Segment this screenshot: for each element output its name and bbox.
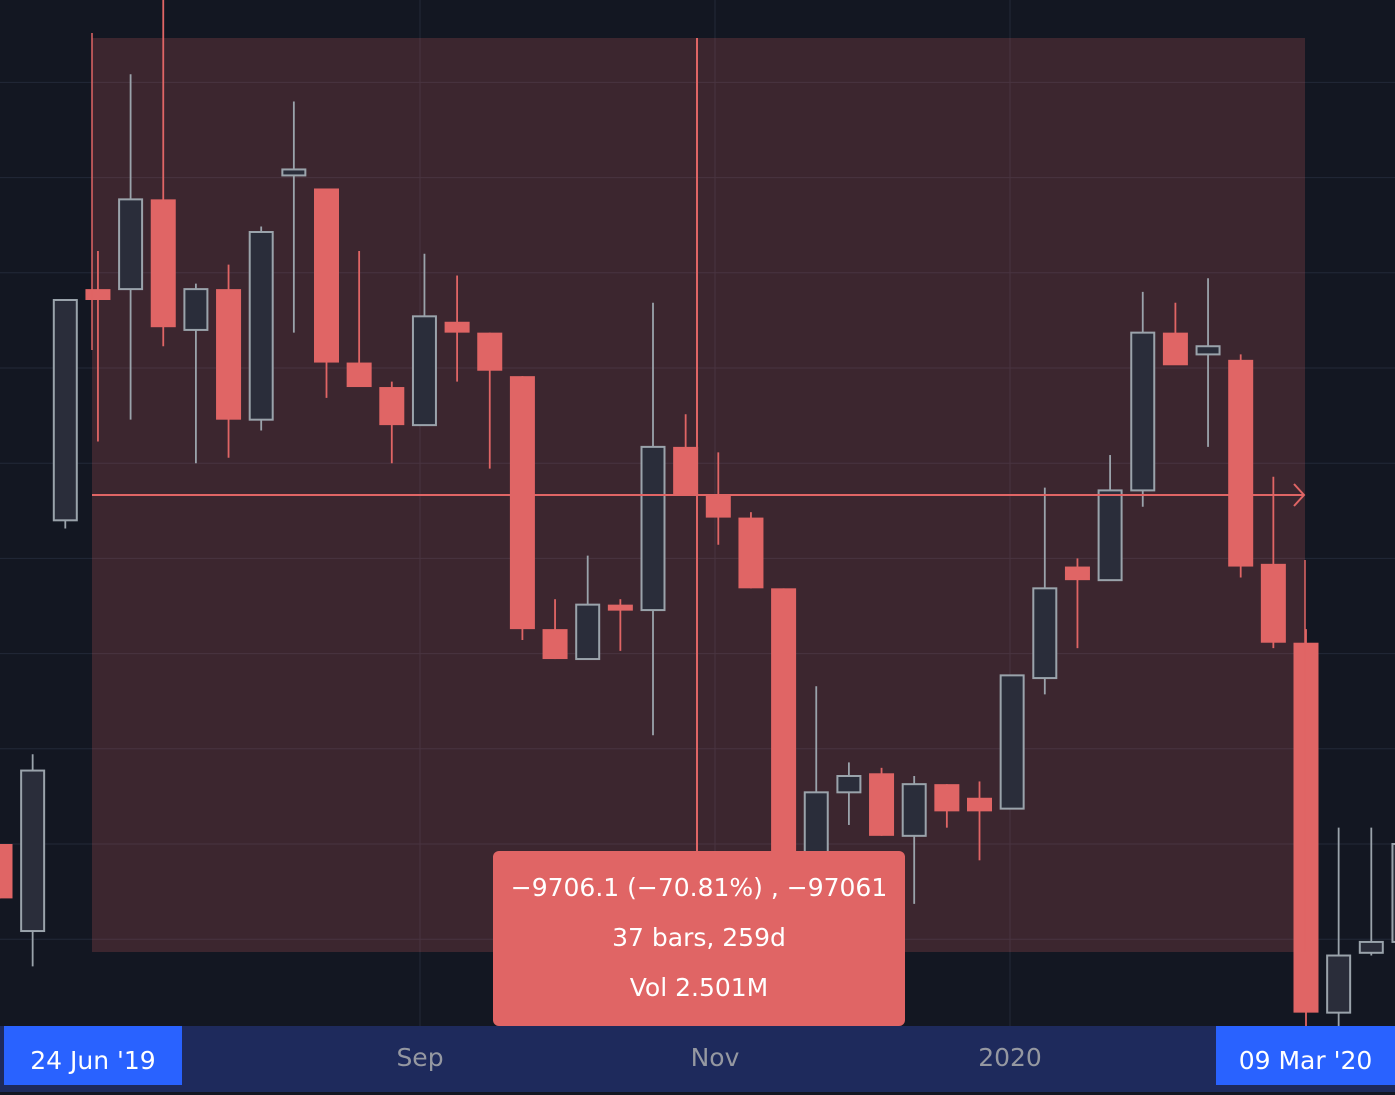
candle-body xyxy=(673,447,698,496)
x-tick-label: 2020 xyxy=(978,1043,1042,1072)
candle-body xyxy=(250,232,273,420)
candle xyxy=(869,768,894,836)
candle xyxy=(1360,828,1383,956)
candle-body xyxy=(1197,346,1220,354)
candle-body xyxy=(771,588,796,860)
candle xyxy=(54,300,77,528)
measure-end-date-badge: 09 Mar '20 xyxy=(1216,1026,1395,1085)
candle-body xyxy=(1001,675,1024,808)
candle-body xyxy=(282,169,305,175)
candle-body xyxy=(347,363,372,387)
candle-body xyxy=(706,496,731,518)
candle-body xyxy=(314,188,339,362)
candle-body xyxy=(379,387,404,425)
candle-body xyxy=(21,771,44,931)
candle xyxy=(1294,629,1319,1092)
candle-body xyxy=(184,289,207,330)
candle-body xyxy=(54,300,77,520)
x-tick-label: Nov xyxy=(691,1043,740,1072)
measure-bars-text: 37 bars, 259d xyxy=(493,913,905,963)
candle-body xyxy=(967,798,992,812)
candle-body xyxy=(738,518,763,589)
candle-body xyxy=(1131,333,1154,491)
candle-body xyxy=(1261,564,1286,643)
measure-volume-text: Vol 2.501M xyxy=(493,963,905,1013)
candle xyxy=(0,844,13,898)
candle xyxy=(250,227,273,431)
candle xyxy=(510,376,535,640)
candle-body xyxy=(119,199,142,289)
candle-body xyxy=(576,605,599,659)
candle-body xyxy=(869,773,894,836)
candle xyxy=(1228,354,1253,577)
x-tick-label: Sep xyxy=(396,1043,443,1072)
candle-body xyxy=(1065,567,1090,581)
candle-body xyxy=(903,784,926,836)
candle-body xyxy=(934,784,959,811)
measure-change-text: −9706.1 (−70.81%) , −97061 xyxy=(493,863,905,913)
candle-body xyxy=(151,199,176,327)
candle-body xyxy=(837,776,860,792)
candle-body xyxy=(1033,588,1056,678)
candle-body xyxy=(413,316,436,425)
measure-tooltip: −9706.1 (−70.81%) , −97061 37 bars, 259d… xyxy=(493,851,905,1026)
candle-body xyxy=(1163,333,1188,366)
candle-body xyxy=(543,629,568,659)
candle-body xyxy=(510,376,535,629)
candle-body xyxy=(477,333,502,371)
candle-body xyxy=(445,322,470,333)
candle-body xyxy=(1099,490,1122,580)
candle xyxy=(21,754,44,966)
candle-body xyxy=(1294,643,1319,1013)
candle-body xyxy=(216,289,241,420)
candle-body xyxy=(642,447,665,610)
candle-body xyxy=(85,289,110,300)
candle xyxy=(738,512,763,588)
candle-body xyxy=(1327,956,1350,1013)
candle xyxy=(771,588,796,871)
candle-body xyxy=(1228,360,1253,567)
candle-body xyxy=(1360,942,1383,953)
candle-body xyxy=(608,605,633,611)
candle xyxy=(1001,675,1024,808)
candle-body xyxy=(0,844,13,898)
measure-start-date-badge: 24 Jun '19 xyxy=(4,1026,182,1085)
